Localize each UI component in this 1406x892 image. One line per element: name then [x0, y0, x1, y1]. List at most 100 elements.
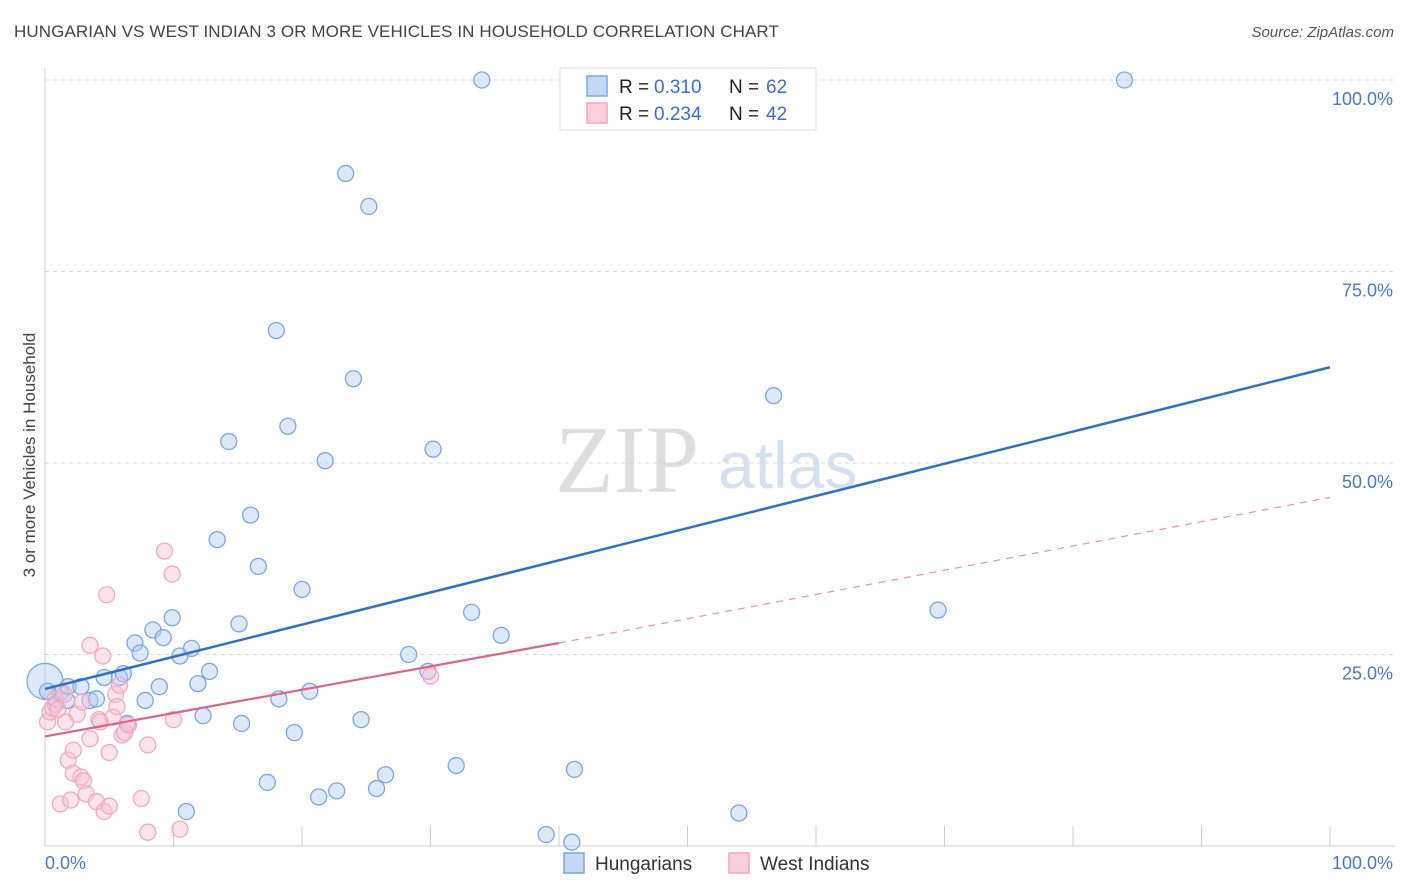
hungarian-point-58	[764, 386, 783, 405]
watermark-atlas: atlas	[718, 428, 857, 502]
hungarian-point-43	[352, 710, 370, 729]
west-indian-point-36	[139, 823, 157, 841]
west-indian-point-38	[163, 565, 181, 583]
west-indian-point-27	[104, 708, 122, 726]
grid-lines	[45, 79, 1395, 655]
data-points	[26, 71, 1134, 851]
hungarian-point-36	[293, 580, 311, 599]
hungarian-point-30	[249, 557, 267, 576]
legend-r-value-2: 0.234	[654, 104, 702, 125]
hungarian-point-23	[194, 707, 212, 725]
hungarian-point-7	[87, 690, 106, 708]
legend-r-label-2: R =	[619, 104, 649, 125]
trend-lines	[44, 366, 1331, 738]
west-indian-point-37	[155, 542, 174, 560]
legend-swatch-hungarians	[586, 75, 608, 97]
west-indian-point-28	[107, 685, 125, 703]
west-indian-point-5	[51, 795, 70, 813]
west-indian-point-23	[98, 586, 116, 604]
series-legend-label-hungarians: Hungarians	[595, 854, 692, 875]
hungarian-point-41	[337, 164, 355, 183]
x-tick-label-left: 0.0%	[45, 853, 86, 873]
hungarian-point-39	[316, 452, 334, 470]
hungarian-point-50	[447, 756, 465, 775]
west-indian-point-26	[100, 743, 118, 762]
legend-swatch-west-indians	[586, 102, 608, 124]
legend-r-label-1: R =	[619, 77, 649, 98]
hungarian-point-34	[279, 417, 297, 435]
west-indian-point-18	[81, 730, 99, 748]
hungarian-point-42	[344, 370, 363, 388]
hungarian-point-26	[220, 432, 238, 451]
axes	[44, 68, 1395, 847]
west-indian-point-22	[94, 647, 112, 665]
hungarian-point-44	[360, 197, 378, 216]
hungarian-point-40	[328, 782, 346, 800]
hungarian-point-22	[189, 674, 207, 693]
hungarian-point-59	[929, 601, 947, 619]
hungarian-point-32	[267, 321, 285, 340]
hungarian-point-14	[136, 691, 154, 710]
west-indian-point-30	[110, 676, 129, 694]
series-legend-label-west-indians: West Indians	[760, 854, 869, 875]
hungarian-trend-line	[44, 366, 1331, 691]
series-legend-swatch-hungarians	[563, 852, 585, 874]
hungarian-point-38	[310, 788, 328, 806]
hungarian-point-18	[163, 609, 181, 627]
west-indian-point-15	[74, 772, 93, 790]
hungarian-point-37	[301, 682, 319, 700]
legend-n-label-2: N =	[729, 104, 759, 125]
west-indian-point-9	[62, 791, 80, 809]
west-indian-point-34	[132, 789, 151, 808]
hungarian-point-13	[131, 644, 149, 662]
legend-n-value-2: 42	[766, 104, 787, 125]
hungarian-point-29	[241, 506, 260, 524]
legend-r-value-1: 0.310	[654, 77, 702, 98]
hungarian-point-46	[376, 766, 395, 784]
series-legend-swatch-west-indians	[728, 852, 750, 874]
hungarian-point-55	[563, 833, 581, 851]
hungarian-point-16	[150, 678, 169, 696]
west-indian-point-31	[113, 726, 131, 744]
west-indian-point-29	[108, 697, 126, 716]
hungarian-point-20	[177, 802, 196, 821]
y-tick-label-75: 75.0%	[1342, 281, 1393, 301]
hungarian-point-24	[200, 662, 219, 681]
west-indian-point-25	[100, 797, 118, 815]
legend-n-value-1: 62	[766, 77, 787, 98]
hungarian-point-57	[730, 804, 748, 822]
y-tick-label-100: 100.0%	[1332, 89, 1393, 109]
hungarian-point-47	[400, 645, 418, 664]
y-axis-label: 3 or more Vehicles in Household	[20, 333, 39, 578]
west-indian-point-41	[421, 667, 440, 685]
west-indian-point-35	[139, 736, 157, 754]
west-indian-point-6	[55, 685, 73, 703]
stats-legend: R = 0.310 N = 62 R = 0.234 N = 42	[559, 67, 817, 131]
hungarian-point-17	[154, 628, 172, 647]
hungarian-point-31	[258, 773, 276, 792]
west-indian-point-17	[81, 636, 99, 654]
hungarian-point-56	[565, 760, 584, 779]
hungarian-point-52	[473, 71, 491, 89]
x-tick-label-right: 100.0%	[1332, 853, 1393, 873]
hungarian-point-49	[424, 440, 442, 458]
west-indian-point-8	[59, 751, 77, 769]
hungarian-point-12	[126, 634, 144, 652]
west-indian-point-3	[46, 690, 64, 708]
west-indian-trend-extension	[558, 496, 1331, 644]
hungarian-point-51	[462, 603, 481, 622]
hungarian-point-53	[492, 626, 510, 644]
hungarian-point-35	[285, 723, 303, 742]
west-indian-point-40	[171, 820, 189, 838]
y-tick-label-25: 25.0%	[1342, 664, 1393, 684]
y-tick-label-50: 50.0%	[1342, 472, 1393, 492]
legend-n-label-1: N =	[729, 77, 759, 98]
hungarian-point-54	[537, 825, 555, 844]
west-indian-point-14	[73, 693, 91, 711]
series-legend: Hungarians West Indians	[563, 852, 869, 875]
source-credit: Source: ZipAtlas.com	[1251, 24, 1394, 41]
hungarian-point-45	[367, 779, 386, 798]
west-indian-point-11	[64, 741, 82, 759]
west-indian-point-39	[164, 710, 183, 729]
